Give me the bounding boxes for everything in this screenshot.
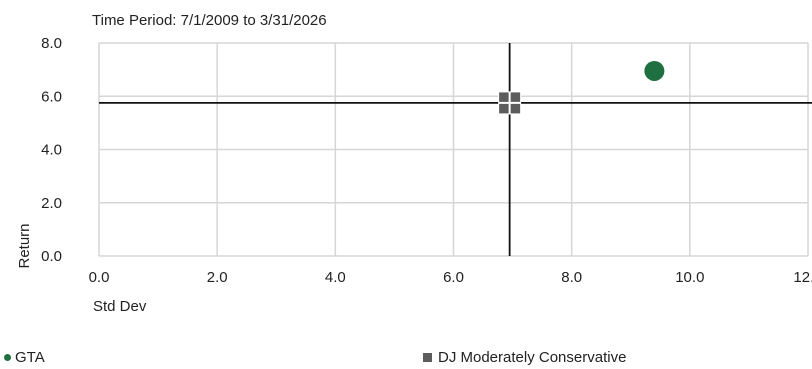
y-tick-label: 0.0 — [41, 248, 62, 265]
x-tick-label: 0.0 — [89, 269, 110, 286]
y-tick-label: 4.0 — [41, 142, 62, 159]
legend-item-dj-moderately-conservative: DJ Moderately Conservative — [423, 349, 626, 366]
reference-lines — [99, 43, 812, 256]
y-tick-label: 8.0 — [41, 35, 62, 52]
x-axis-ticks: 0.0 2.0 4.0 6.0 8.0 10.0 12.0 — [89, 269, 812, 286]
y-axis-label: Return — [16, 223, 33, 268]
x-tick-label: 2.0 — [207, 269, 228, 286]
y-axis-ticks: 0.0 2.0 4.0 6.0 8.0 — [41, 35, 62, 265]
x-tick-label: 10.0 — [675, 269, 704, 286]
legend-square-marker — [423, 353, 432, 362]
x-axis-label: Std Dev — [93, 298, 147, 315]
x-tick-label: 4.0 — [325, 269, 346, 286]
x-tick-label: 8.0 — [561, 269, 582, 286]
x-tick-label: 6.0 — [443, 269, 464, 286]
y-tick-label: 6.0 — [41, 88, 62, 105]
legend-label-gta: GTA — [15, 349, 45, 366]
data-points — [498, 60, 665, 115]
legend-label-dj-moderately-conservative: DJ Moderately Conservative — [438, 349, 627, 366]
legend-item-gta: GTA — [4, 349, 45, 366]
x-tick-label: 12.0 — [793, 269, 812, 286]
point-gta — [644, 60, 665, 81]
legend-circle-marker — [4, 354, 11, 361]
chart-title: Time Period: 7/1/2009 to 3/31/2026 — [92, 12, 327, 29]
y-tick-label: 2.0 — [41, 195, 62, 212]
grid-lines — [98, 42, 809, 257]
